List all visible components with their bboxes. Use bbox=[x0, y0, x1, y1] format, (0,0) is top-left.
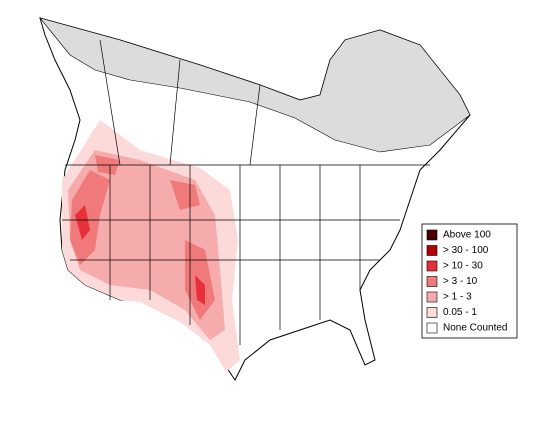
legend-label: > 30 - 100 bbox=[443, 245, 489, 256]
legend-label: None Counted bbox=[443, 323, 508, 334]
legend-swatch bbox=[426, 307, 438, 318]
range-high bbox=[70, 155, 215, 320]
legend-label: Above 100 bbox=[443, 230, 491, 241]
legend-swatch bbox=[426, 260, 438, 272]
legend: Above 100 > 30 - 100 > 10 - 30 > 3 - 10 > 1 … bbox=[426, 229, 508, 334]
legend-label: > 1 - 3 bbox=[443, 292, 472, 303]
boundaries bbox=[62, 39, 430, 345]
legend-swatch bbox=[426, 229, 438, 241]
legend-swatch bbox=[426, 291, 438, 303]
legend-label: > 10 - 30 bbox=[443, 261, 483, 272]
legend-label: 0.05 - 1 bbox=[443, 307, 477, 318]
legend-label: > 3 - 10 bbox=[443, 276, 478, 287]
legend-swatch bbox=[426, 276, 438, 287]
legend-swatch bbox=[426, 322, 438, 334]
legend-box bbox=[421, 223, 518, 339]
legend-swatch bbox=[426, 245, 438, 256]
northern-band bbox=[39, 17, 471, 153]
